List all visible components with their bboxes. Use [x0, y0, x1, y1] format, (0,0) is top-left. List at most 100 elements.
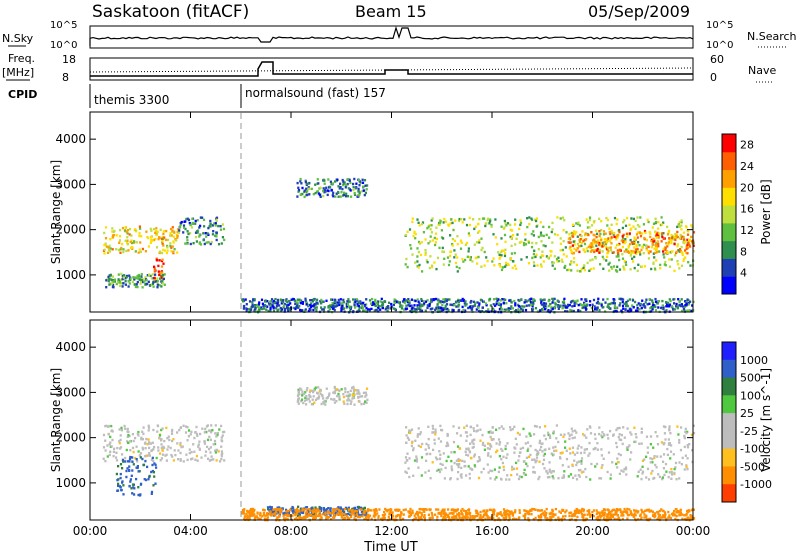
power-cell — [304, 299, 307, 302]
power-cell — [371, 297, 374, 301]
power-cell — [260, 307, 263, 311]
power-cell — [639, 304, 642, 307]
power-cell — [622, 307, 625, 310]
power-cell — [687, 238, 691, 242]
colorbar-swatch — [722, 134, 736, 153]
vel-cell — [406, 436, 409, 440]
power-cell — [152, 281, 155, 284]
vel-cell — [552, 430, 555, 433]
power-cell — [676, 243, 680, 246]
power-cell — [126, 243, 129, 246]
power-cell — [565, 255, 568, 258]
power-cell — [681, 251, 684, 254]
vel-cell — [160, 446, 163, 449]
vel-cell — [171, 455, 174, 458]
power-cell — [135, 241, 138, 244]
power-cell — [312, 193, 315, 196]
power-cell — [256, 303, 259, 307]
power-cell — [539, 298, 542, 301]
vel-cell — [663, 514, 667, 517]
vel-cell — [580, 457, 584, 460]
power-cell — [265, 308, 268, 311]
power-cell — [595, 308, 598, 311]
vel-cell — [168, 438, 171, 442]
power-cell — [492, 257, 495, 260]
power-cell — [203, 242, 206, 246]
vel-cell — [155, 456, 158, 460]
power-cell — [680, 303, 683, 306]
power-cell — [642, 252, 645, 255]
power-cell — [664, 248, 667, 251]
power-cell — [540, 240, 543, 243]
power-cell — [104, 226, 108, 229]
vel-cell — [277, 508, 280, 512]
vel-cell — [476, 514, 479, 518]
power-cell — [684, 256, 687, 259]
power-cell — [502, 301, 505, 304]
vel-cell — [151, 441, 154, 444]
vel-cell — [496, 512, 499, 515]
power-cell — [606, 297, 609, 301]
power-cell — [118, 279, 121, 283]
power-cell — [666, 225, 669, 229]
power-cell — [584, 304, 587, 308]
power-cell — [161, 242, 164, 246]
power-cell — [417, 266, 420, 269]
vel-cell — [513, 451, 516, 454]
power-cell — [139, 276, 142, 279]
power-cell — [223, 238, 226, 242]
power-cell — [112, 234, 115, 237]
power-cell — [626, 235, 629, 238]
power-cell — [635, 252, 638, 255]
vel-cell — [529, 453, 532, 457]
vel-cell — [310, 389, 313, 392]
freq-trace — [90, 61, 693, 77]
vel-cell — [633, 426, 636, 429]
power-cell — [621, 300, 624, 304]
vel-cell — [461, 507, 464, 511]
vel-cell — [487, 442, 490, 445]
power-cell — [488, 297, 492, 301]
power-cell — [590, 245, 593, 249]
vel-cell — [352, 385, 355, 389]
vel-cell — [591, 510, 594, 514]
power-cell — [442, 301, 445, 304]
vel-cell — [537, 509, 540, 512]
vel-cell — [250, 514, 254, 517]
vel-cell — [179, 459, 182, 462]
vel-cell — [548, 475, 551, 479]
vel-cell — [675, 514, 678, 518]
power-cell — [424, 238, 427, 241]
vel-cell — [526, 449, 529, 452]
power-cell — [305, 301, 308, 305]
power-cell — [254, 306, 257, 310]
power-cell — [271, 305, 274, 308]
power-cell — [376, 300, 380, 303]
vel-cell — [538, 460, 541, 463]
power-cell — [173, 248, 176, 251]
vel-cell — [134, 457, 137, 460]
vel-cell — [323, 399, 326, 403]
vel-cell — [410, 428, 414, 431]
vel-cell — [325, 517, 328, 520]
power-cell — [588, 218, 591, 222]
power-cell — [666, 250, 669, 254]
vel-cell — [320, 506, 323, 510]
power-cell — [502, 298, 505, 301]
power-cell — [629, 243, 632, 246]
ytick-label: 1000 — [55, 476, 86, 490]
power-cell — [495, 301, 498, 304]
power-cell — [405, 257, 408, 261]
power-cell — [605, 238, 608, 241]
power-cell — [612, 298, 615, 301]
vel-cell — [333, 509, 336, 512]
power-cell — [638, 308, 641, 311]
vel-cell — [131, 446, 135, 450]
vel-cell — [663, 441, 666, 445]
vel-cell — [430, 511, 433, 515]
power-cell — [129, 240, 132, 244]
power-cell — [666, 301, 670, 305]
vel-cell — [197, 445, 200, 448]
power-cell — [175, 239, 178, 242]
vel-cell — [329, 514, 332, 517]
